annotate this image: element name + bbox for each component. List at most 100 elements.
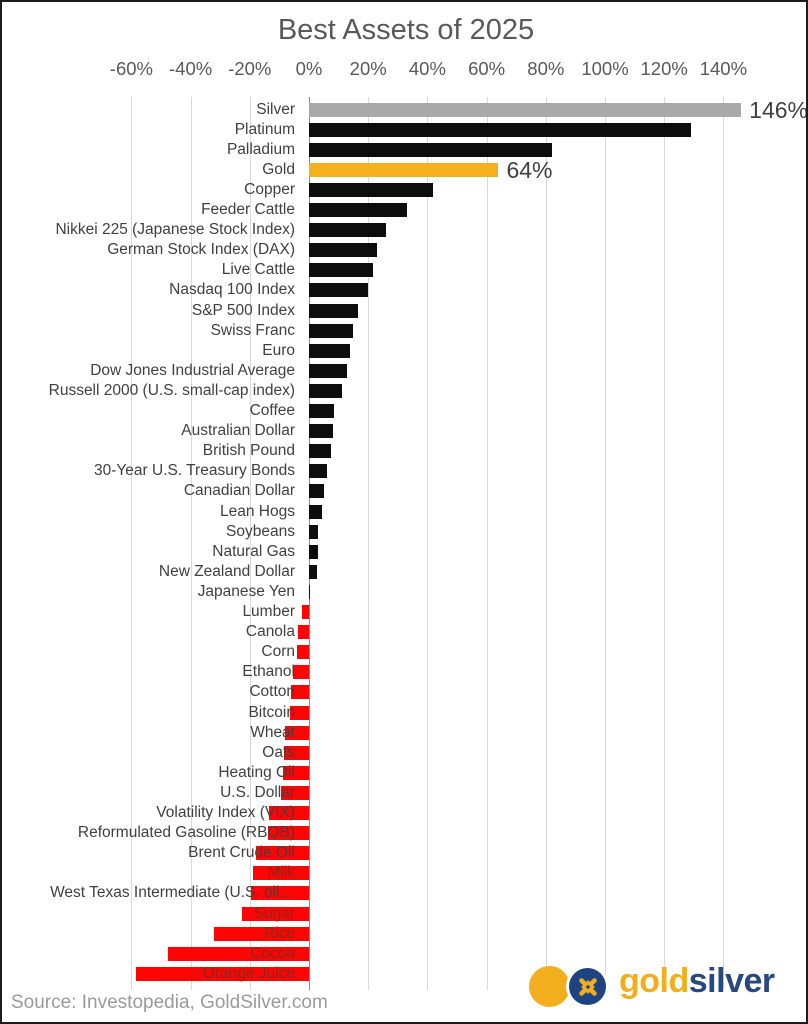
bar (309, 464, 327, 479)
bar-label: U.S. Dollar (220, 783, 295, 801)
bar-label: Japanese Yen (197, 582, 295, 600)
bar-label: Palladium (226, 140, 295, 158)
bar-label: Live Cattle (221, 261, 295, 279)
bar (269, 806, 309, 820)
gridline (605, 97, 606, 990)
bar (309, 564, 318, 579)
source-note: Source: Investopedia, GoldSilver.com (11, 992, 328, 1013)
bar (298, 625, 309, 640)
gold-coin-icon (529, 966, 570, 1007)
bar-label: Platinum (234, 120, 295, 138)
bar-label: Natural Gas (212, 542, 295, 560)
bar (309, 323, 354, 338)
bar-label: Orange Juice (202, 964, 295, 982)
axis-tick-label: -20% (228, 58, 272, 79)
bar-label: Australian Dollar (181, 422, 295, 440)
bar-label: Gold (262, 160, 295, 178)
bar (301, 605, 309, 619)
bar (309, 283, 369, 298)
bar-label: West Texas Intermediate (U.S. oil… (50, 884, 295, 902)
bar-label: Canadian Dollar (183, 482, 295, 500)
bar (309, 524, 319, 539)
logo-silver-text: silver (688, 962, 775, 1000)
bar (309, 544, 318, 559)
bar (309, 404, 335, 418)
bar-value-label: 64% (506, 156, 553, 183)
bar (309, 203, 407, 217)
axis-tick-label: -60% (109, 58, 153, 79)
axis-tick-label: 40% (408, 58, 446, 79)
gridline (664, 97, 666, 990)
bar (250, 886, 309, 901)
goldsilver-logo: goldsilver (527, 960, 797, 1016)
zero-axis-line (309, 97, 310, 990)
bar-label: Bitcoin (248, 703, 295, 721)
bar-label: Copper (244, 180, 295, 198)
gridline (131, 97, 133, 990)
logo-gold-text: gold (619, 962, 689, 1000)
bar-label: Russell 2000 (U.S. small-cap index) (48, 381, 295, 399)
bar (309, 263, 373, 278)
bar (309, 444, 332, 459)
gridline (486, 97, 488, 990)
bar-value-label: 146% (749, 96, 808, 123)
gridline (545, 97, 547, 990)
bar (309, 584, 310, 599)
axis-tick-label: 60% (468, 58, 506, 79)
bar-label: Nasdaq 100 Index (169, 281, 295, 299)
bar-label: British Pound (202, 442, 295, 460)
bar (253, 866, 309, 881)
bar (291, 685, 309, 700)
bar (309, 122, 691, 137)
bar-label: Corn (261, 643, 295, 661)
compass-x-icon (578, 977, 597, 996)
bar (309, 182, 434, 197)
bar (214, 926, 309, 941)
bar (267, 826, 309, 841)
bar-label: Ethanol (242, 663, 295, 681)
bar-label: Lumber (242, 603, 295, 620)
bar-label: S&P 500 Index (191, 301, 295, 319)
axis-tick-label: 0% (295, 58, 323, 79)
bar (281, 785, 309, 800)
bar-label: Silver (256, 100, 295, 118)
bar-label: Oats (262, 743, 295, 761)
bar-label: Cocoa (250, 944, 295, 962)
axis-tick-label: 140% (699, 58, 748, 79)
bar (285, 725, 309, 740)
bar-label: 30-Year U.S. Treasury Bonds (93, 462, 295, 480)
axis-tick-label: 120% (640, 58, 688, 79)
bar (292, 665, 309, 680)
bar-label: Lean Hogs (220, 502, 295, 520)
bar (309, 243, 378, 258)
bar-label: Wheat (250, 723, 295, 741)
bar-label: Feeder Cattle (201, 201, 295, 218)
bar-label: Nikkei 225 (Japanese Stock Index) (55, 221, 295, 239)
bar (297, 645, 309, 660)
bar (309, 162, 499, 177)
bar-label: Brent Crude Oil (188, 844, 295, 862)
bar-label: Heating Oil (218, 763, 295, 781)
gridline (723, 97, 725, 990)
bar (290, 705, 309, 720)
axis-tick-label: 100% (581, 58, 629, 79)
bar (309, 142, 552, 157)
axis-tick-label: -40% (168, 58, 213, 79)
axis-tick-label: 80% (527, 58, 565, 79)
bar (168, 946, 309, 961)
bar-label: Rice (263, 924, 295, 942)
bar (283, 745, 309, 760)
bar (282, 765, 309, 780)
bar-label: Canola (245, 623, 295, 641)
chart-title: Best Assets of 2025 (277, 14, 535, 46)
bar (309, 383, 342, 398)
bar-label: Euro (262, 341, 295, 359)
gridline (368, 97, 370, 990)
bar-label: Reformulated Gasoline (RBOB) (77, 824, 295, 842)
bar (309, 363, 348, 378)
bar-label: Milk (267, 864, 295, 882)
blue-coin-icon (569, 968, 606, 1005)
bar-label: Soybeans (226, 522, 295, 540)
bar (255, 846, 309, 861)
